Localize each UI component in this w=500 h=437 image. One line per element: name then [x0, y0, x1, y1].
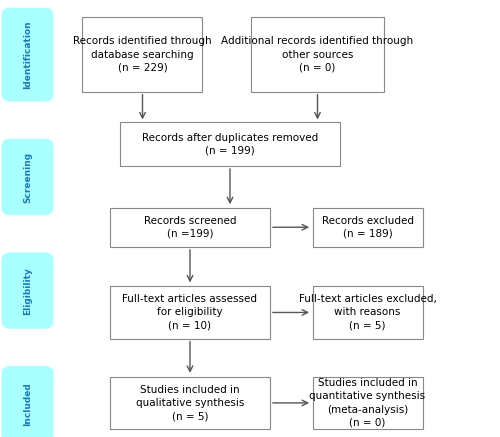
Text: Additional records identified through
other sources
(n = 0): Additional records identified through ot… [222, 36, 414, 73]
Text: Records screened
(n =199): Records screened (n =199) [144, 215, 236, 239]
Text: Studies included in
quantitative synthesis
(meta-analysis)
(n = 0): Studies included in quantitative synthes… [310, 378, 426, 428]
FancyBboxPatch shape [120, 122, 340, 166]
FancyBboxPatch shape [82, 17, 202, 92]
Text: Records identified through
database searching
(n = 229): Records identified through database sear… [73, 36, 212, 73]
Text: Eligibility: Eligibility [23, 267, 32, 315]
FancyBboxPatch shape [312, 377, 422, 429]
Text: Included: Included [23, 382, 32, 426]
FancyBboxPatch shape [2, 367, 52, 437]
Text: Records excluded
(n = 189): Records excluded (n = 189) [322, 215, 414, 239]
FancyBboxPatch shape [2, 253, 52, 328]
FancyBboxPatch shape [312, 208, 422, 247]
Text: Identification: Identification [23, 20, 32, 89]
FancyBboxPatch shape [110, 377, 270, 429]
Text: Studies included in
qualitative synthesis
(n = 5): Studies included in qualitative synthesi… [136, 385, 244, 421]
FancyBboxPatch shape [251, 17, 384, 92]
FancyBboxPatch shape [110, 208, 270, 247]
Text: Full-text articles assessed
for eligibility
(n = 10): Full-text articles assessed for eligibil… [122, 294, 258, 331]
FancyBboxPatch shape [2, 140, 52, 214]
FancyBboxPatch shape [312, 286, 422, 339]
FancyBboxPatch shape [110, 286, 270, 339]
Text: Records after duplicates removed
(n = 199): Records after duplicates removed (n = 19… [142, 132, 318, 156]
FancyBboxPatch shape [2, 9, 52, 101]
Text: Screening: Screening [23, 152, 32, 202]
Text: Full-text articles excluded,
with reasons
(n = 5): Full-text articles excluded, with reason… [298, 294, 436, 331]
